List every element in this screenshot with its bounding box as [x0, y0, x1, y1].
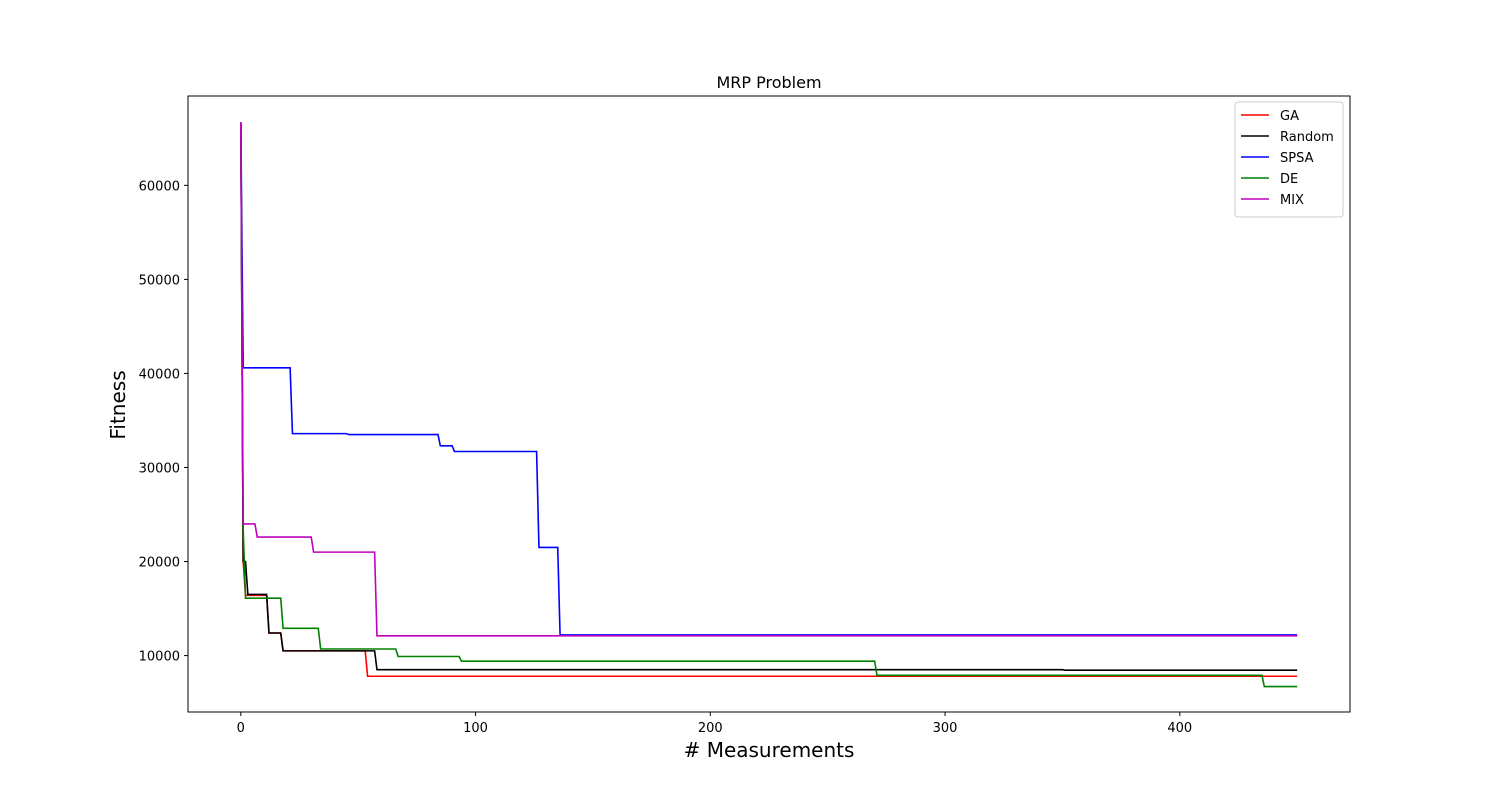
x-axis: 0 100 200 300 400: [237, 712, 1192, 736]
x-tick-label: 400: [1167, 721, 1192, 736]
legend: GA Random SPSA DE MIX: [1234, 101, 1344, 218]
legend-label: GA: [1280, 109, 1299, 124]
x-tick-label: 0: [237, 721, 245, 736]
x-tick-label: 100: [463, 721, 488, 736]
x-tick-label: 200: [698, 721, 723, 736]
legend-label: DE: [1280, 172, 1298, 187]
y-axis-label: Fitness: [106, 370, 130, 439]
x-axis-label: # Measurements: [684, 738, 855, 762]
legend-label: MIX: [1280, 193, 1304, 208]
y-axis: 10000 20000 30000 40000 50000 60000: [139, 179, 188, 665]
series-line-de: [240, 122, 1298, 688]
series-line-spsa: [240, 122, 1298, 636]
y-tick-label: 60000: [139, 179, 180, 194]
legend-item-random: Random: [1241, 130, 1334, 145]
y-tick-label: 10000: [139, 650, 180, 665]
series-line-random: [240, 122, 1298, 671]
series-lines: [240, 122, 1298, 688]
legend-item-spsa: SPSA: [1241, 151, 1314, 166]
y-tick-label: 50000: [139, 273, 180, 288]
y-tick-label: 30000: [139, 461, 180, 476]
plot-frame: [187, 95, 1351, 713]
legend-item-ga: GA: [1241, 109, 1299, 124]
chart-title: MRP Problem: [716, 73, 821, 92]
x-tick-label: 300: [933, 721, 958, 736]
legend-box: [1234, 101, 1344, 218]
series-line-mix: [240, 122, 1298, 637]
y-tick-label: 40000: [139, 367, 180, 382]
plot-area: [187, 95, 1351, 713]
legend-item-mix: MIX: [1241, 193, 1304, 208]
legend-item-de: DE: [1241, 172, 1298, 187]
y-tick-label: 20000: [139, 556, 180, 571]
legend-label: SPSA: [1280, 151, 1314, 166]
legend-label: Random: [1280, 130, 1334, 145]
